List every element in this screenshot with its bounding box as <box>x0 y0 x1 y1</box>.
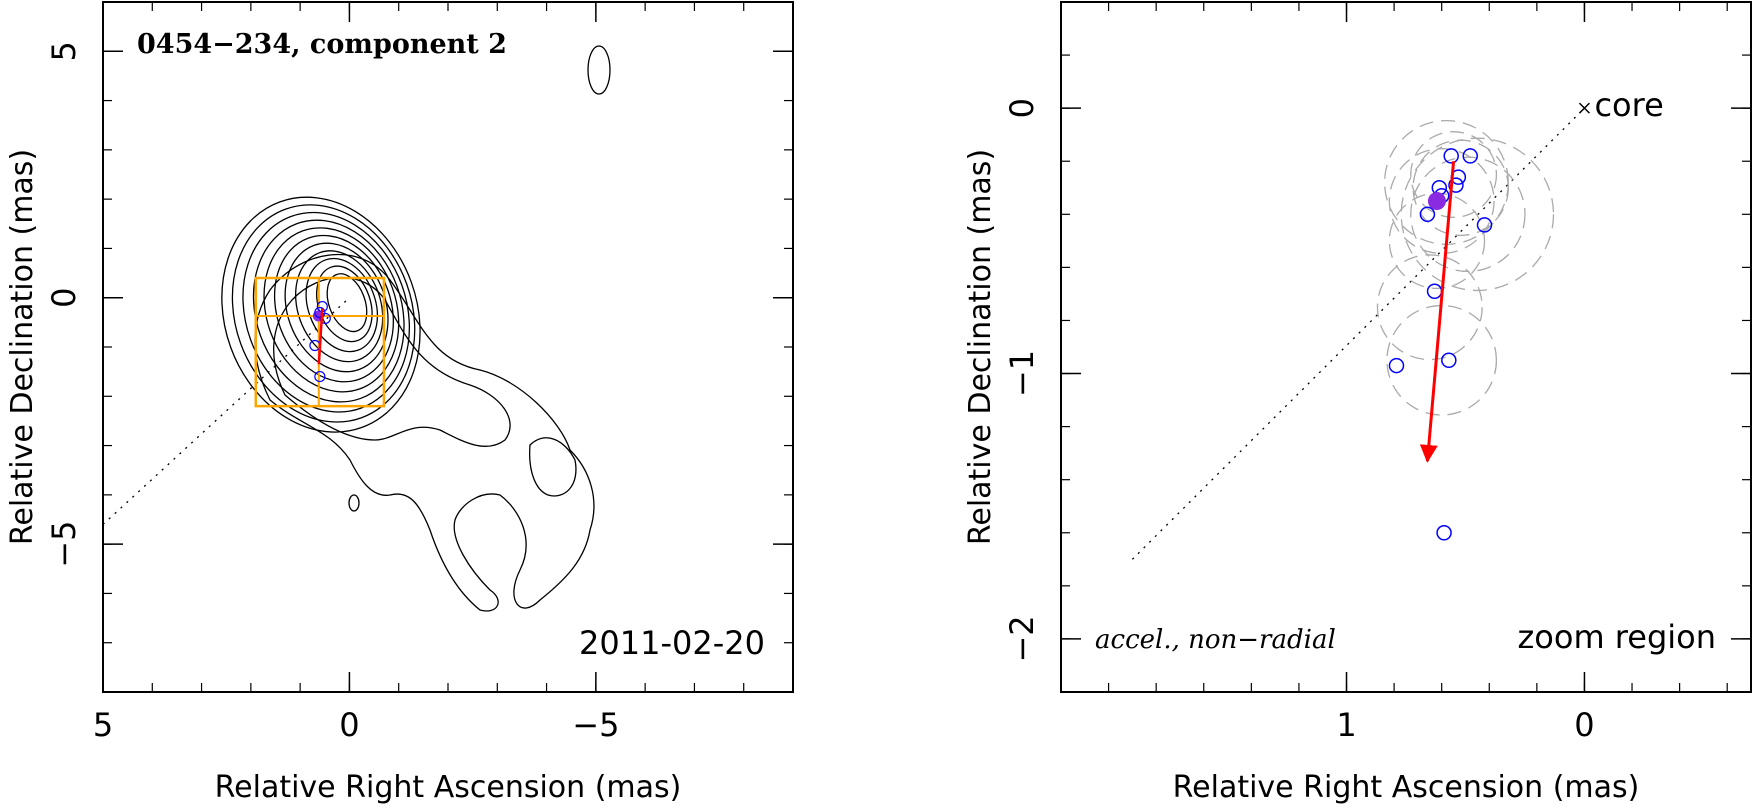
core-marker <box>1578 102 1590 114</box>
x-tick-label: −5 <box>572 706 619 744</box>
panel-right-xlabel: Relative Right Ascension (mas) <box>1173 770 1640 805</box>
contour-level <box>252 219 405 403</box>
component-point <box>1443 148 1459 164</box>
error-circle <box>1376 254 1483 361</box>
component-point <box>1476 217 1493 233</box>
contour-level <box>326 273 368 333</box>
velocity-vector <box>317 308 324 365</box>
error-circle <box>1388 148 1495 255</box>
contour-level <box>221 196 421 433</box>
contour-map <box>221 45 611 612</box>
panel-right: 1 0 0 −1 −2 accel., non−radial zoom region c… <box>963 1 1752 805</box>
zoom-box <box>254 276 386 408</box>
panel-left-title: 0454−234, component 2 <box>137 29 507 60</box>
panel-left-ylabel: Relative Declination (mas) <box>5 149 40 545</box>
contour-level <box>273 234 395 383</box>
panel-left-marks <box>102 276 386 525</box>
y-tick-label: −1 <box>1003 350 1041 397</box>
component-point <box>1388 357 1405 374</box>
panel-right-annotation: zoom region <box>1518 618 1717 656</box>
y-tick-label: −5 <box>45 521 83 568</box>
contour-blob <box>587 45 611 95</box>
contour-islet <box>529 437 577 497</box>
component-point <box>1448 177 1464 193</box>
x-tick-label: 5 <box>93 706 113 744</box>
panel-left-xlabel: Relative Right Ascension (mas) <box>215 770 682 805</box>
panel-left: 5 0 −5 5 0 −5 0454−234, component 2 2011-02-2… <box>5 1 794 805</box>
panel-left-date: 2011-02-20 <box>579 624 765 662</box>
contour-blob <box>348 494 360 512</box>
y-tick-label: 0 <box>1003 98 1041 118</box>
error-circle <box>1383 119 1509 245</box>
component-point <box>319 312 331 325</box>
panel-right-ylabel: Relative Declination (mas) <box>963 149 998 545</box>
error-circle <box>1400 137 1555 292</box>
panel-left-frame <box>102 1 794 693</box>
x-tick-label: 0 <box>339 706 359 744</box>
panel-right-frame <box>1060 1 1752 693</box>
velocity-vector <box>1419 161 1456 463</box>
error-circle <box>1410 131 1498 218</box>
panel-left-ticks: 5 0 −5 5 0 −5 <box>45 1 794 744</box>
contour-level <box>231 204 416 423</box>
panel-right-label: accel., non−radial <box>1095 625 1336 655</box>
component-point <box>1419 206 1436 223</box>
core-label: core <box>1594 86 1663 124</box>
core-direction-line <box>1131 107 1585 560</box>
component-filled-point <box>1427 192 1446 211</box>
contour-outer <box>254 253 595 612</box>
panel-right-marks <box>1131 102 1590 560</box>
contour-level <box>263 227 400 393</box>
panel-right-ticks: 1 0 0 −1 −2 <box>1003 1 1751 744</box>
x-tick-label: 0 <box>1574 706 1594 744</box>
contour-level <box>242 211 411 413</box>
component-point <box>1436 525 1452 541</box>
y-tick-label: 0 <box>45 288 83 308</box>
y-tick-label: −2 <box>1003 615 1041 662</box>
component-point <box>1426 283 1443 300</box>
contour-inner <box>273 276 511 447</box>
component-point <box>1462 148 1478 164</box>
y-tick-label: 5 <box>45 41 83 61</box>
component-point <box>314 370 326 383</box>
x-tick-label: 1 <box>1336 706 1356 744</box>
component-point <box>1441 352 1457 369</box>
error-circle <box>1386 304 1498 416</box>
